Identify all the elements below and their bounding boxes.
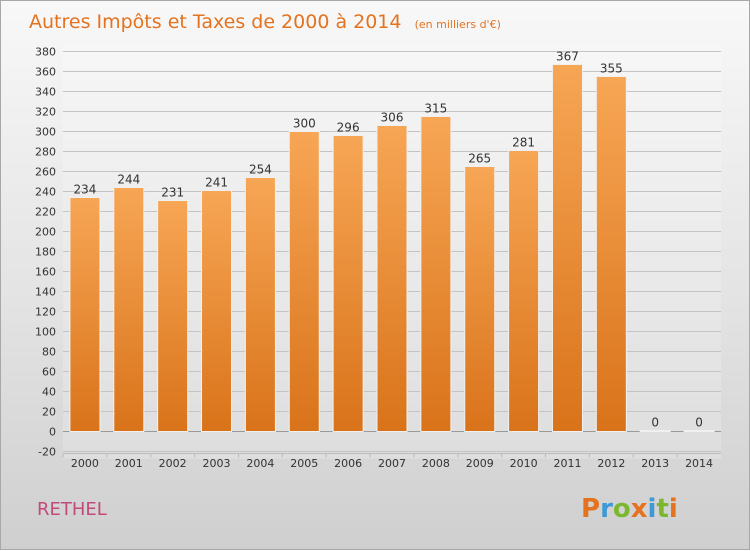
- value-label: 234: [73, 183, 96, 197]
- bar: [639, 430, 671, 432]
- bar: [201, 190, 233, 432]
- x-tick-label: 2013: [641, 457, 669, 470]
- y-tick-label: 220: [35, 206, 56, 219]
- y-tick-label: 0: [49, 426, 56, 439]
- value-label: 265: [468, 152, 491, 166]
- y-tick-label: 20: [42, 406, 56, 419]
- value-label: 315: [424, 102, 447, 116]
- y-tick-label: 180: [35, 246, 56, 259]
- bar: [113, 187, 145, 432]
- logo-letter: i: [648, 494, 657, 524]
- x-tick-label: 2002: [159, 457, 187, 470]
- y-tick-label: 240: [35, 186, 56, 199]
- value-label: 231: [161, 186, 184, 200]
- bar: [288, 131, 320, 432]
- y-tick-label: 360: [35, 66, 56, 79]
- y-tick-label: 280: [35, 146, 56, 159]
- bar: [420, 116, 452, 432]
- chart-title: Autres Impôts et Taxes de 2000 à 2014: [29, 11, 402, 33]
- x-tick-label: 2014: [685, 457, 713, 470]
- y-tick-label: 340: [35, 86, 56, 99]
- x-tick-label: 2010: [510, 457, 538, 470]
- value-label: 241: [205, 176, 228, 190]
- value-label: 300: [293, 117, 316, 131]
- bar: [244, 177, 276, 432]
- city-name: RETHEL: [37, 499, 107, 520]
- value-label: 244: [117, 173, 140, 187]
- x-tick-label: 2005: [290, 457, 318, 470]
- value-label: 296: [337, 121, 360, 135]
- y-tick-label: 300: [35, 126, 56, 139]
- bar: [157, 200, 189, 432]
- logo-letter: x: [631, 494, 648, 524]
- x-tick-label: 2000: [71, 457, 99, 470]
- y-tick-label: -20: [38, 446, 56, 459]
- y-tick-label: 260: [35, 166, 56, 179]
- x-axis: 2000 2001 2002 2003 2004 2005 2006 2007 2008 2009…: [62, 453, 721, 470]
- x-tick-label: 2004: [246, 457, 274, 470]
- x-tick-label: 2003: [203, 457, 231, 470]
- y-tick-label: 200: [35, 226, 56, 239]
- bar: [551, 64, 583, 432]
- x-tick-label: 2001: [115, 457, 143, 470]
- value-label: 281: [512, 136, 535, 150]
- y-tick-label: 380: [35, 46, 56, 59]
- y-axis-labels: -20 0 20 40 60 80 100 120 140 160 180 200 220 240 260 2…: [35, 46, 56, 459]
- value-label: 0: [651, 416, 659, 430]
- value-label: 355: [600, 62, 623, 76]
- logo-letter: r: [600, 494, 613, 524]
- y-tick-label: 320: [35, 106, 56, 119]
- bar: [683, 430, 715, 432]
- x-tick-label: 2009: [466, 457, 494, 470]
- y-tick-label: 60: [42, 366, 56, 379]
- value-label: 254: [249, 163, 272, 177]
- chart-title-group: Autres Impôts et Taxes de 2000 à 2014 (e…: [29, 11, 501, 33]
- x-tick-label: 2006: [334, 457, 362, 470]
- bar: [69, 197, 101, 432]
- y-tick-label: 40: [42, 386, 56, 399]
- x-tick-label: 2007: [378, 457, 406, 470]
- logo-letter: t: [656, 494, 668, 524]
- bar: [508, 150, 540, 432]
- logo-letter: P: [581, 494, 600, 524]
- value-label: 0: [695, 416, 703, 430]
- value-label: 306: [381, 111, 404, 125]
- x-tick-label: 2008: [422, 457, 450, 470]
- bar: [464, 166, 496, 432]
- y-tick-label: 140: [35, 286, 56, 299]
- bar: [332, 135, 364, 432]
- bar: [595, 76, 627, 432]
- y-tick-label: 80: [42, 346, 56, 359]
- value-labels: 234 244 231 241 254 300 296 306 315 265 281 367 355 0…: [73, 50, 702, 430]
- x-tick-label: 2011: [553, 457, 581, 470]
- value-label: 367: [556, 50, 579, 64]
- chart-subtitle: (en milliers d'€): [415, 18, 501, 31]
- y-tick-label: 160: [35, 266, 56, 279]
- y-tick-label: 100: [35, 326, 56, 339]
- logo-letter: i: [669, 494, 678, 524]
- proxiti-logo: Proxiti: [581, 494, 678, 524]
- logo-letter: o: [613, 494, 631, 524]
- bar: [376, 125, 408, 432]
- x-tick-label: 2012: [597, 457, 625, 470]
- bars: [69, 64, 715, 432]
- y-tick-label: 120: [35, 306, 56, 319]
